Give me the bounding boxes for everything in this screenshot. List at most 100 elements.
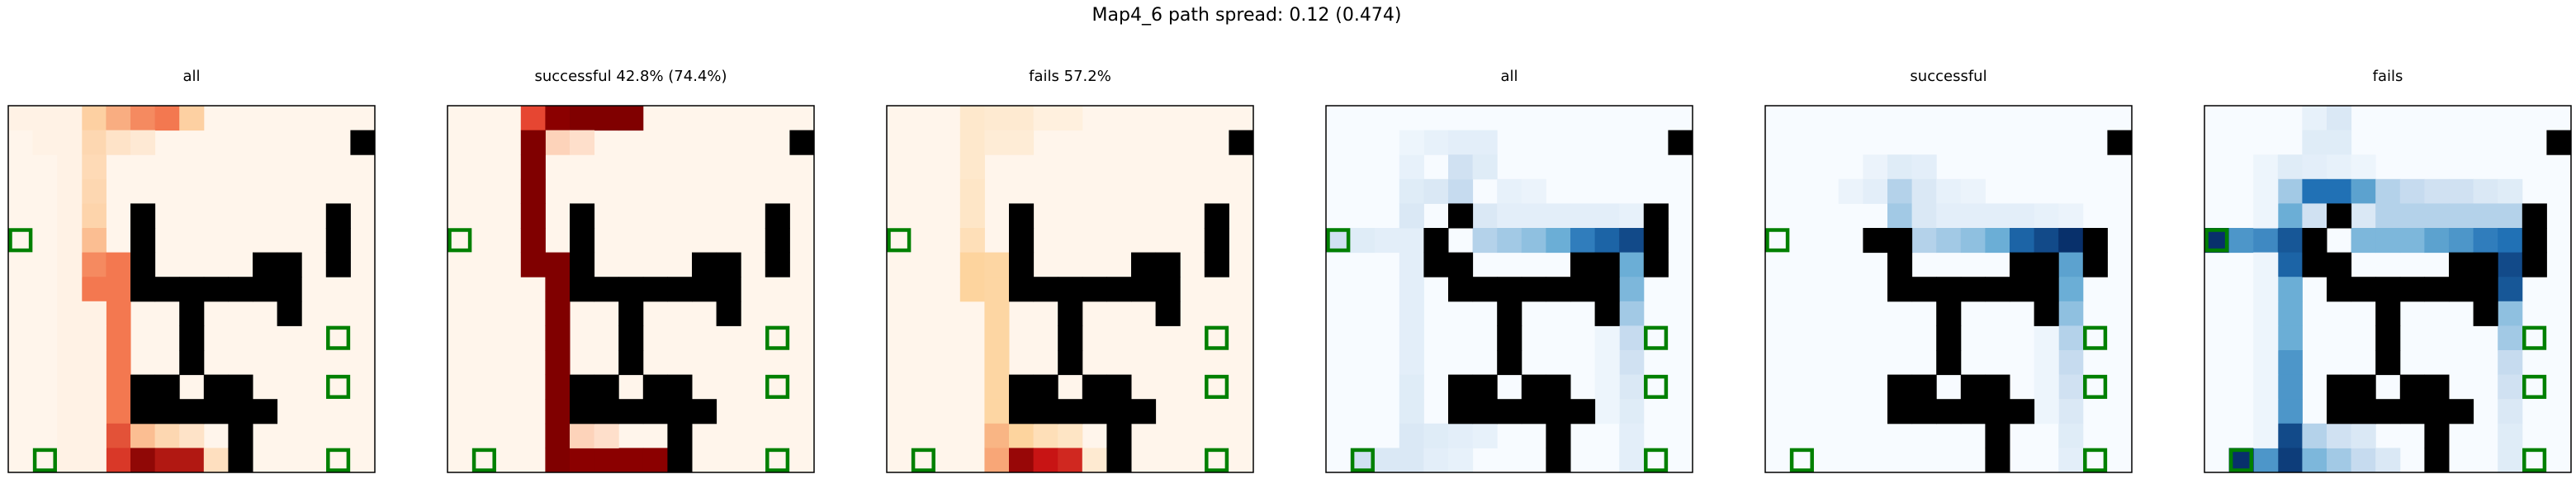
heat-cell [81, 130, 107, 155]
wall-cell [1911, 374, 1937, 400]
wall-cell [642, 374, 668, 400]
wall-cell [1960, 277, 1986, 302]
heat-cell [57, 154, 83, 180]
wall-cell [2327, 203, 2352, 229]
heat-cell [1448, 423, 1474, 448]
wall-cell [1497, 277, 1522, 302]
wall-cell [618, 277, 644, 302]
wall-cell [228, 374, 253, 400]
heat-cell [2302, 106, 2327, 131]
wall-cell [2010, 399, 2035, 424]
heat-cell [1350, 228, 1376, 254]
wall-cell [1570, 277, 1596, 302]
heat-cell [2327, 130, 2352, 155]
wall-cell [1448, 277, 1474, 302]
heat-cell [2277, 228, 2303, 254]
heat-cell [2302, 178, 2327, 204]
wall-cell [228, 277, 253, 302]
heat-cell [2058, 203, 2084, 229]
heat-cell [570, 130, 595, 155]
wall-cell [618, 350, 644, 376]
heat-cell [984, 130, 1010, 155]
heat-cell [57, 448, 83, 473]
wall-cell [179, 399, 205, 424]
wall-cell [1009, 252, 1035, 277]
wall-cell [1448, 399, 1474, 424]
target-marker [1765, 228, 1790, 253]
wall-cell [1985, 448, 2010, 473]
heat-cell [2034, 203, 2059, 229]
heat-cell [984, 399, 1010, 424]
heat-cell [1594, 374, 1620, 400]
heat-cell [81, 399, 107, 424]
heat-cell [2302, 154, 2327, 180]
heat-cell [570, 106, 595, 131]
heat-cell [106, 448, 131, 473]
heat-cell [1399, 399, 1424, 424]
heat-cell [1058, 448, 1083, 473]
heat-cell [57, 106, 83, 131]
heat-cell [1399, 178, 1424, 204]
heatmap-panel-4: all [1325, 68, 1693, 473]
heat-cell [2277, 423, 2303, 448]
heat-cell [1033, 448, 1058, 473]
heatmap-panel-3: fails 57.2% [886, 68, 1254, 473]
heat-cell [57, 203, 83, 229]
heat-cell [2498, 277, 2523, 302]
heat-cell [1448, 154, 1474, 180]
heat-cell [106, 423, 131, 448]
heat-cell [2253, 374, 2279, 400]
heat-cell [57, 301, 83, 326]
wall-cell [1960, 399, 1986, 424]
heat-cell [1570, 203, 1596, 229]
wall-cell [2449, 252, 2474, 277]
heat-cell [1448, 448, 1474, 473]
heat-cell [2327, 178, 2352, 204]
target-marker [2522, 374, 2547, 399]
heat-cell [2010, 228, 2035, 254]
heat-cell [1619, 423, 1645, 448]
heat-cell [2473, 228, 2498, 254]
heat-cell [959, 252, 985, 277]
wall-cell [1058, 350, 1083, 376]
heat-cell [2034, 228, 2059, 254]
wall-cell [1887, 252, 1913, 277]
heat-cell [1472, 154, 1498, 180]
heat-cell [1838, 178, 1863, 204]
heat-cell [570, 448, 595, 473]
wall-cell [2327, 277, 2352, 302]
wall-cell [1668, 130, 1693, 155]
heat-cell [2424, 203, 2450, 229]
heat-cell [2253, 325, 2279, 351]
wall-cell [2082, 228, 2108, 254]
wall-cell [2522, 228, 2547, 254]
wall-cell [2375, 350, 2401, 376]
wall-cell [1936, 277, 1962, 302]
heat-cell [1399, 130, 1424, 155]
heat-cell [2302, 130, 2327, 155]
heat-cell [1472, 423, 1498, 448]
wall-cell [130, 203, 156, 229]
heat-cell [2351, 203, 2376, 229]
heat-cell [1619, 448, 1645, 473]
heat-cell [81, 203, 107, 229]
target-marker [471, 448, 496, 472]
wall-cell [765, 203, 790, 229]
wall-cell [618, 399, 644, 424]
wall-cell [1936, 325, 1962, 351]
heat-cell [2058, 448, 2084, 473]
wall-cell [570, 374, 595, 400]
wall-cell [2327, 374, 2352, 400]
heat-cell [545, 325, 571, 351]
target-marker [765, 325, 790, 350]
wall-cell [2351, 374, 2376, 400]
wall-cell [789, 130, 815, 155]
wall-cell [1985, 423, 2010, 448]
wall-cell [2424, 423, 2450, 448]
heat-cell [2449, 203, 2474, 229]
heat-cell [1911, 178, 1937, 204]
wall-cell [1009, 277, 1035, 302]
wall-cell [1863, 228, 1888, 254]
wall-cell [203, 277, 229, 302]
wall-cell [1423, 252, 1449, 277]
